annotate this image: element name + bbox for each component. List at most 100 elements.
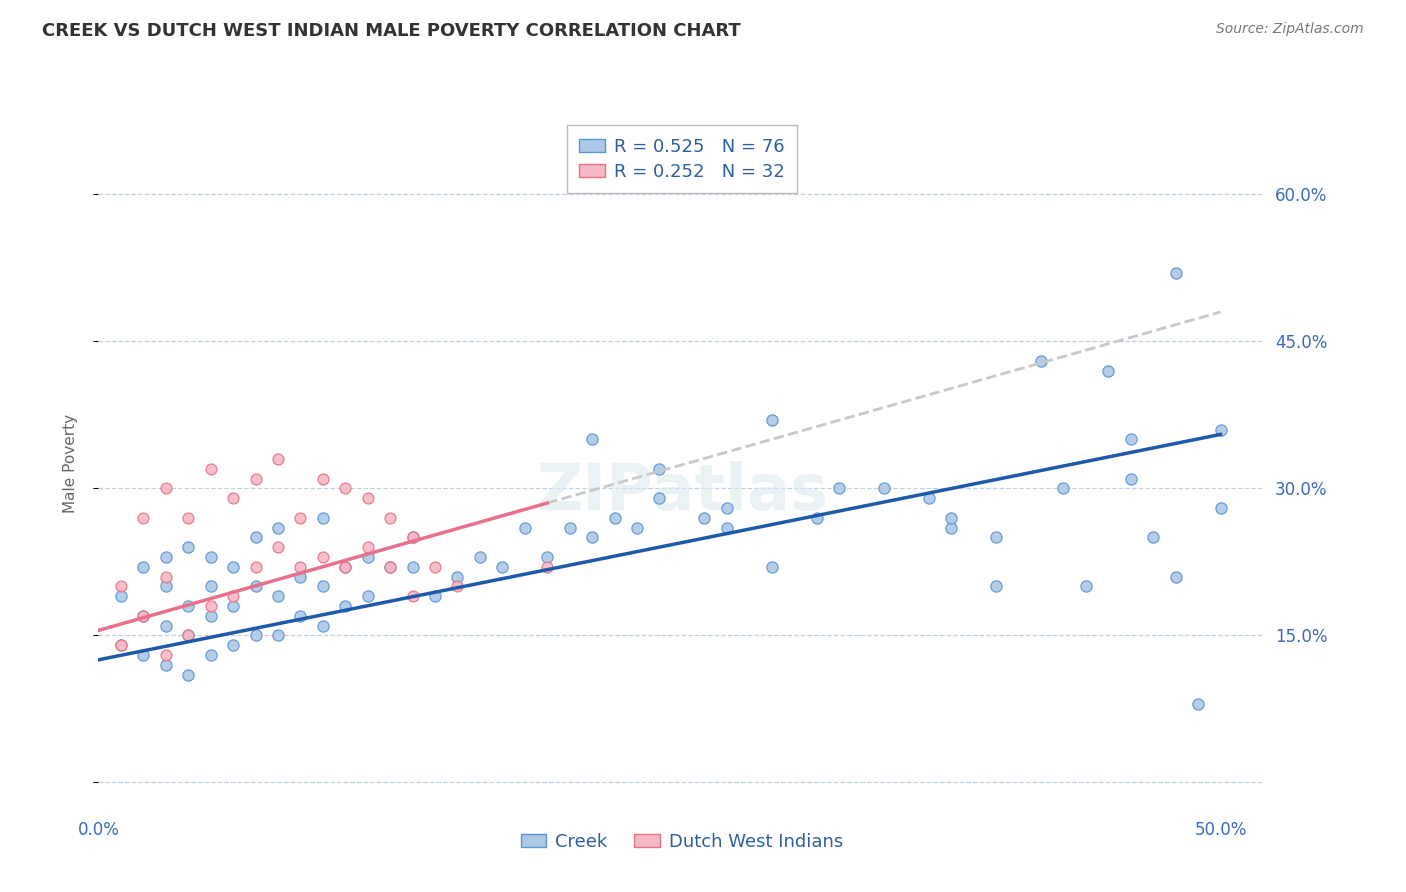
Point <box>423 589 446 603</box>
Point <box>110 579 132 593</box>
Point <box>110 638 132 652</box>
Point <box>918 491 941 505</box>
Point <box>290 510 312 524</box>
Point <box>177 510 200 524</box>
Point <box>267 452 290 467</box>
Point <box>312 510 335 524</box>
Point <box>245 579 267 593</box>
Point <box>401 530 423 544</box>
Point <box>245 559 267 574</box>
Point <box>132 648 155 662</box>
Point <box>446 579 468 593</box>
Point <box>335 559 357 574</box>
Point <box>267 589 290 603</box>
Point <box>984 530 1007 544</box>
Point <box>200 579 222 593</box>
Point <box>1074 579 1097 593</box>
Point <box>312 549 335 564</box>
Point <box>828 481 851 495</box>
Point <box>648 491 671 505</box>
Point <box>761 413 783 427</box>
Point <box>177 667 200 681</box>
Point <box>357 589 380 603</box>
Point <box>446 569 468 583</box>
Point <box>110 638 132 652</box>
Point <box>110 589 132 603</box>
Point <box>513 520 536 534</box>
Point <box>491 559 513 574</box>
Point <box>267 520 290 534</box>
Point <box>335 559 357 574</box>
Point <box>312 618 335 632</box>
Point <box>716 500 738 515</box>
Point <box>626 520 648 534</box>
Point <box>290 608 312 623</box>
Y-axis label: Male Poverty: Male Poverty <box>63 414 77 514</box>
Point <box>1209 423 1232 437</box>
Point <box>335 481 357 495</box>
Point <box>1119 433 1142 447</box>
Point <box>357 549 380 564</box>
Point <box>245 530 267 544</box>
Point <box>941 510 963 524</box>
Point <box>335 599 357 613</box>
Text: ZIPatlas: ZIPatlas <box>536 460 828 523</box>
Point <box>222 638 245 652</box>
Point <box>1029 354 1052 368</box>
Point <box>581 433 603 447</box>
Point <box>1142 530 1164 544</box>
Point <box>312 471 335 485</box>
Point <box>873 481 896 495</box>
Point <box>984 579 1007 593</box>
Point <box>378 510 402 524</box>
Point <box>200 461 222 475</box>
Point <box>581 530 603 544</box>
Point <box>761 559 783 574</box>
Point <box>312 579 335 593</box>
Point <box>806 510 828 524</box>
Point <box>177 628 200 642</box>
Point <box>290 559 312 574</box>
Point <box>222 559 245 574</box>
Point <box>177 540 200 554</box>
Point <box>357 540 380 554</box>
Point <box>1164 569 1187 583</box>
Point <box>1052 481 1074 495</box>
Point <box>716 520 738 534</box>
Legend: Creek, Dutch West Indians: Creek, Dutch West Indians <box>513 826 851 858</box>
Point <box>1119 471 1142 485</box>
Point <box>267 540 290 554</box>
Point <box>267 628 290 642</box>
Point <box>155 618 177 632</box>
Point <box>603 510 626 524</box>
Text: CREEK VS DUTCH WEST INDIAN MALE POVERTY CORRELATION CHART: CREEK VS DUTCH WEST INDIAN MALE POVERTY … <box>42 22 741 40</box>
Point <box>378 559 402 574</box>
Point <box>200 599 222 613</box>
Point <box>132 608 155 623</box>
Point <box>200 549 222 564</box>
Point <box>693 510 716 524</box>
Point <box>155 657 177 672</box>
Point <box>648 461 671 475</box>
Point <box>200 648 222 662</box>
Point <box>468 549 491 564</box>
Point <box>177 628 200 642</box>
Point <box>423 559 446 574</box>
Point <box>177 599 200 613</box>
Point <box>558 520 581 534</box>
Point <box>536 549 558 564</box>
Point <box>1187 697 1209 711</box>
Point <box>401 559 423 574</box>
Point <box>290 569 312 583</box>
Point <box>357 491 380 505</box>
Point <box>155 481 177 495</box>
Point <box>155 549 177 564</box>
Point <box>1097 364 1119 378</box>
Point <box>401 530 423 544</box>
Point <box>536 559 558 574</box>
Point <box>1164 266 1187 280</box>
Point <box>941 520 963 534</box>
Point <box>155 648 177 662</box>
Point <box>222 599 245 613</box>
Point <box>132 559 155 574</box>
